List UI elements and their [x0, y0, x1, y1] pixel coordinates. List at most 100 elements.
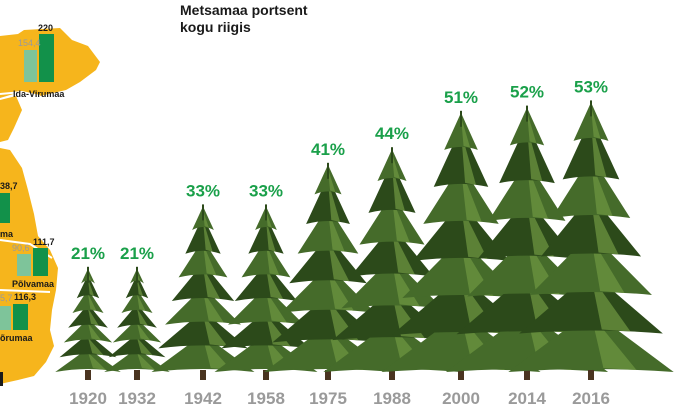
- tree-highlight: [203, 219, 213, 252]
- tree-highlight: [88, 308, 99, 326]
- tree-tier: [297, 206, 359, 254]
- tree-tier: [248, 215, 284, 254]
- tree-highlight: [328, 168, 336, 193]
- map-border-line: [0, 289, 51, 293]
- tree-tier: [241, 239, 291, 278]
- county-value-light: 5,7: [0, 293, 13, 303]
- county-bar-dark: [13, 304, 28, 330]
- county-map: 154,4 220 Ida-Virumaa 38,7 ma 90,6 111,7…: [0, 23, 100, 386]
- tree-highlight: [137, 337, 153, 356]
- tree-highlight: [266, 338, 295, 370]
- tree-highlight: [461, 205, 488, 259]
- tree-tier: [125, 274, 149, 299]
- percent-label: 33%: [186, 181, 220, 200]
- percent-label: 21%: [120, 244, 154, 263]
- county-name: Ida-Virumaa: [13, 89, 65, 99]
- tree-highlight: [266, 267, 284, 300]
- county-bar-dark: [33, 248, 48, 276]
- tree-tier: [108, 333, 166, 358]
- tree-tier: [178, 239, 228, 278]
- tree-tier: [234, 263, 298, 302]
- tree-tier: [368, 161, 416, 213]
- tree-highlight: [392, 165, 405, 211]
- county-value-dark: 116,3: [14, 292, 36, 302]
- year-label: 2014: [508, 389, 546, 408]
- chart-title: Metsamaa portsent kogu riigis: [180, 2, 308, 36]
- tree-highlight: [527, 111, 537, 144]
- tree-trunk: [200, 370, 206, 380]
- tree-tier: [488, 160, 566, 221]
- tree-trunk: [263, 370, 269, 380]
- county-bar-light: [17, 254, 31, 276]
- tree-highlight: [203, 314, 228, 347]
- tree-tier: [540, 194, 642, 257]
- tree-mark: [508, 100, 674, 380]
- tree-tier: [306, 176, 350, 224]
- tree-highlight: [328, 210, 345, 252]
- tree-tier: [158, 310, 248, 349]
- tree-trunk: [325, 370, 331, 380]
- tree-highlight: [137, 322, 151, 341]
- year-label: 2000: [442, 389, 480, 408]
- chart-title-line-2: kogu riigis: [180, 19, 251, 35]
- percent-label: 41%: [311, 140, 345, 159]
- tree-highlight: [137, 308, 148, 326]
- county-value-dark: 111,7: [33, 237, 55, 247]
- county-bar-dark: [0, 193, 10, 223]
- tree-mark: [104, 266, 170, 380]
- year-labels: 1920 1932 1942 1958 1975 1988 2000 2014 2016: [69, 389, 610, 408]
- tree-tier: [68, 304, 108, 328]
- tree-highlight: [266, 290, 287, 323]
- tree-trunk: [389, 370, 395, 380]
- tree-highlight: [266, 219, 276, 252]
- tree-highlight: [203, 290, 224, 323]
- year-label: 1958: [247, 389, 285, 408]
- percent-label: 33%: [249, 181, 283, 200]
- tree-tier: [289, 235, 367, 284]
- tree-tier: [444, 112, 478, 150]
- tree-trunk: [524, 370, 530, 380]
- tree-highlight: [328, 180, 341, 222]
- tree-highlight: [591, 121, 607, 178]
- chart-title-line-1: Metsamaa portsent: [180, 2, 308, 18]
- tree-tier: [55, 348, 121, 372]
- percent-labels: 21% 21% 33% 33% 41% 44% 51% 52% 53%: [71, 77, 608, 262]
- tree-tier: [377, 149, 407, 182]
- year-label: 2016: [572, 389, 610, 408]
- tree-tier: [573, 102, 609, 141]
- county-value-light: 154,4: [18, 38, 41, 48]
- tree-highlight: [591, 314, 637, 370]
- tree-highlight: [266, 210, 272, 229]
- tree-tier: [117, 304, 157, 328]
- map-border-line: [0, 90, 41, 97]
- tree-highlight: [88, 278, 95, 297]
- tree-trunk: [458, 370, 464, 380]
- tree-tier: [59, 333, 117, 358]
- tree-tier: [314, 164, 342, 195]
- county-value-dark: 220: [38, 23, 53, 33]
- tree-tier: [350, 225, 434, 277]
- tree-tier: [423, 164, 499, 224]
- year-label: 1988: [373, 389, 411, 408]
- tree-tier: [508, 310, 674, 372]
- tree-highlight: [266, 243, 280, 276]
- tree-tier: [185, 215, 221, 254]
- tree-trunk: [588, 370, 594, 380]
- tree-highlight: [88, 352, 107, 370]
- tree-tier: [63, 318, 113, 343]
- map-region-middle: [0, 96, 22, 142]
- tree-mark: [55, 266, 121, 380]
- tree-tier: [228, 286, 304, 325]
- map-marker: [0, 372, 3, 386]
- tree-highlight: [591, 275, 631, 332]
- county-name: ma: [0, 229, 14, 239]
- year-label: 1920: [69, 389, 107, 408]
- tree-highlight: [392, 153, 400, 180]
- tree-trunk: [85, 370, 91, 380]
- tree-tier: [121, 289, 153, 314]
- tree-tier: [509, 107, 545, 146]
- tree-highlight: [88, 337, 104, 356]
- tree-highlight: [203, 338, 232, 370]
- tree-tier: [72, 289, 104, 314]
- tree-tier: [104, 348, 170, 372]
